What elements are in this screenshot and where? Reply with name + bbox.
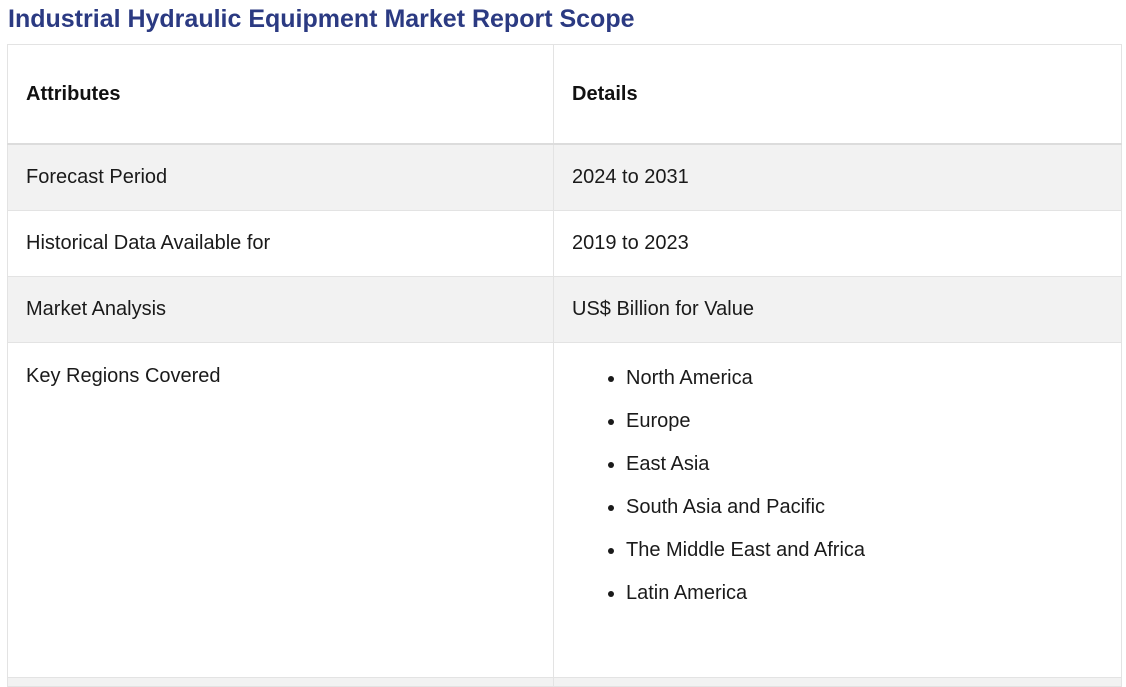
header-details: Details xyxy=(553,44,1122,145)
table-header-row: Attributes Details xyxy=(7,44,1122,145)
header-attributes: Attributes xyxy=(7,44,554,145)
list-item: North America xyxy=(626,366,1121,390)
table-row-partial xyxy=(7,677,1122,687)
attribute-cell: Key Regions Covered xyxy=(7,342,554,678)
attribute-cell: Market Analysis xyxy=(7,276,554,343)
detail-cell: 2024 to 2031 xyxy=(553,143,1122,211)
list-item: The Middle East and Africa xyxy=(626,538,1121,562)
table-row-key-regions: Key Regions Covered North America Europe… xyxy=(7,342,1122,678)
attribute-cell: Forecast Period xyxy=(7,143,554,211)
attribute-cell xyxy=(7,677,554,687)
detail-cell: North America Europe East Asia South Asi… xyxy=(553,342,1122,678)
table-row-market-analysis: Market Analysis US$ Billion for Value xyxy=(7,276,1122,343)
attribute-cell: Historical Data Available for xyxy=(7,210,554,277)
regions-list: North America Europe East Asia South Asi… xyxy=(572,366,1121,605)
list-item: Latin America xyxy=(626,581,1121,605)
report-scope-table: Attributes Details Forecast Period 2024 … xyxy=(7,44,1122,687)
table-row-forecast-period: Forecast Period 2024 to 2031 xyxy=(7,143,1122,211)
detail-cell: 2019 to 2023 xyxy=(553,210,1122,277)
page-title: Industrial Hydraulic Equipment Market Re… xyxy=(8,5,635,33)
list-item: East Asia xyxy=(626,452,1121,476)
table-row-historical-data: Historical Data Available for 2019 to 20… xyxy=(7,210,1122,277)
list-item: South Asia and Pacific xyxy=(626,495,1121,519)
list-item: Europe xyxy=(626,409,1121,433)
detail-cell: US$ Billion for Value xyxy=(553,276,1122,343)
detail-cell xyxy=(553,677,1122,687)
